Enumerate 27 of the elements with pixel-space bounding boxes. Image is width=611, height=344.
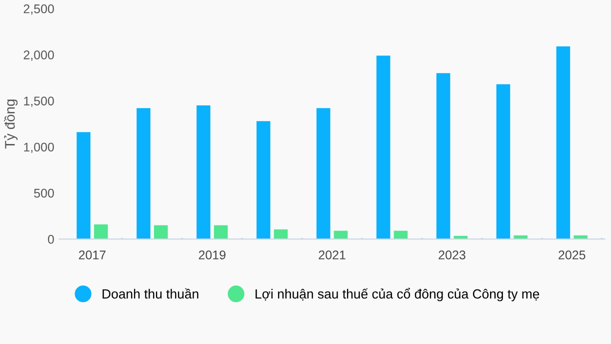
bar bbox=[496, 84, 510, 240]
y-tick-label: 500 bbox=[34, 188, 54, 198]
y-tick-label: 0 bbox=[48, 234, 54, 244]
x-tick-label: 2021 bbox=[318, 250, 346, 260]
x-tick-label: 2023 bbox=[438, 250, 466, 260]
bar bbox=[556, 46, 570, 240]
y-tick-label: 1,000 bbox=[24, 142, 54, 154]
y-axis-title: Tỷ đồng bbox=[4, 100, 18, 149]
bar bbox=[256, 121, 270, 240]
legend-label: Lợi nhuận sau thuế của cổ đông của Công ty mẹ bbox=[256, 288, 540, 302]
x-tick-label: 2019 bbox=[198, 250, 226, 260]
y-tick-label: 1,500 bbox=[24, 96, 54, 107]
bar bbox=[376, 56, 390, 240]
bar bbox=[76, 132, 90, 240]
bar bbox=[436, 73, 450, 240]
bar bbox=[94, 224, 108, 240]
y-tick-label: 2,000 bbox=[24, 50, 54, 61]
bar bbox=[154, 225, 168, 240]
bar bbox=[214, 225, 228, 240]
x-tick-label: 2025 bbox=[558, 250, 586, 260]
x-tick-label: 2017 bbox=[78, 250, 106, 260]
y-tick-label: 2,500 bbox=[24, 4, 54, 15]
bar bbox=[316, 108, 330, 240]
bar bbox=[196, 105, 210, 240]
bar bbox=[136, 108, 150, 240]
bar bbox=[274, 229, 288, 240]
legend-label: Doanh thu thuần bbox=[102, 288, 198, 299]
